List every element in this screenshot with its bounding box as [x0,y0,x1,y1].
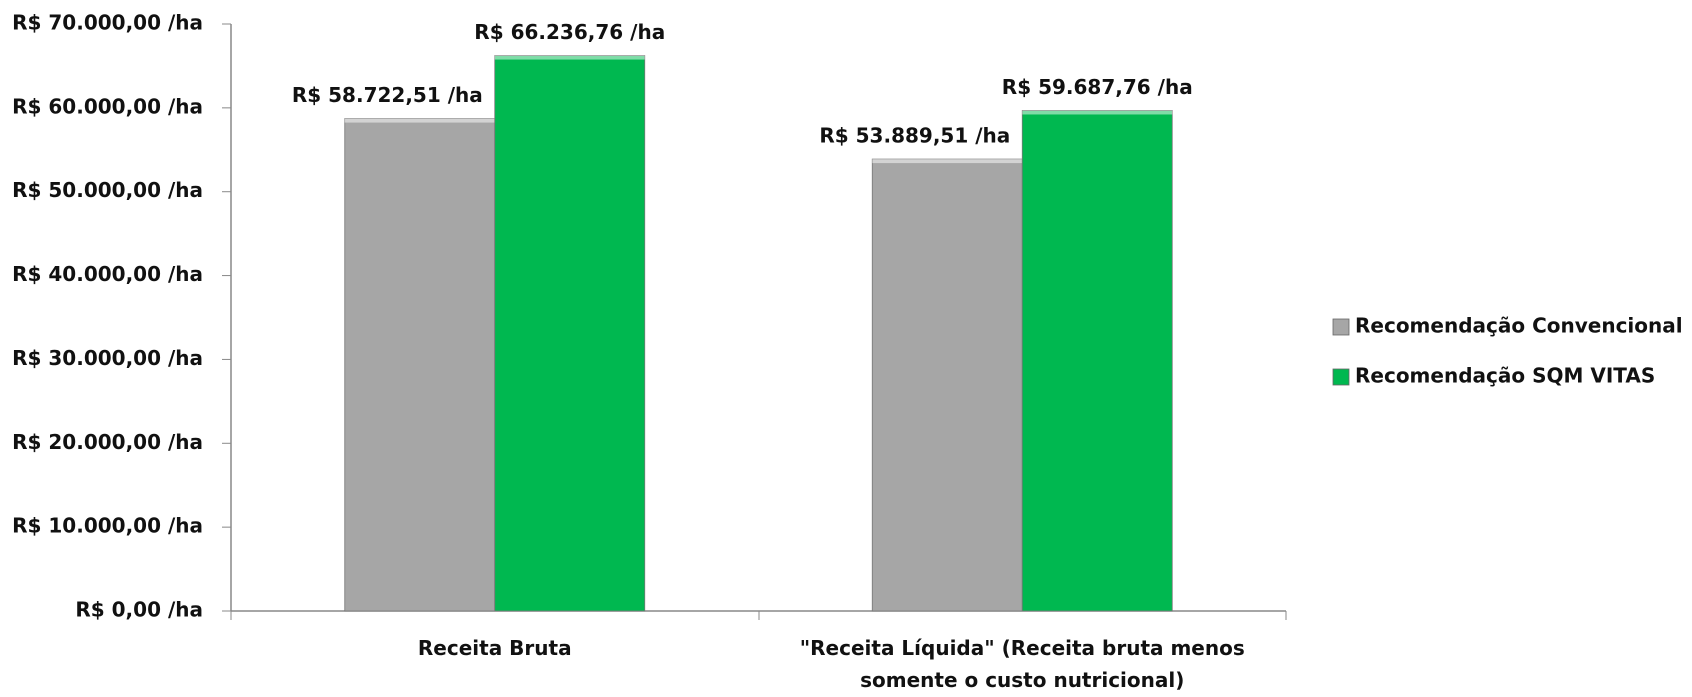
y-tick-label: R$ 50.000,00 /ha [12,178,203,202]
bar [494,55,646,612]
y-tick-label: R$ 30.000,00 /ha [12,346,203,370]
legend-swatch [1332,318,1350,336]
legend-swatch [1332,368,1350,386]
legend-label: Recomendação SQM VITAS [1355,364,1655,388]
y-tick-label: R$ 40.000,00 /ha [12,262,203,286]
legend-label: Recomendação Convencional [1355,314,1683,338]
y-tick-label: R$ 70.000,00 /ha [12,11,203,35]
bar [1021,110,1173,612]
x-tick-label: Receita Bruta [417,636,572,660]
value-label: R$ 58.722,51 /ha [292,83,483,107]
bar [344,118,496,612]
x-tick-label: "Receita Líquida" (Receita bruta menos s… [799,636,1245,692]
y-tick-label: R$ 10.000,00 /ha [12,514,203,538]
value-label: R$ 66.236,76 /ha [474,20,665,44]
bar-top [494,55,645,60]
y-tick-label: R$ 0,00 /ha [75,598,203,622]
y-tick-label: R$ 20.000,00 /ha [12,430,203,454]
value-label: R$ 59.687,76 /ha [1002,75,1193,99]
bar-top [344,118,495,123]
bar [871,158,1023,612]
bar-top [872,159,1023,164]
value-label: R$ 53.889,51 /ha [819,124,1010,148]
y-tick-label: R$ 60.000,00 /ha [12,94,203,118]
bar-top [1022,110,1173,115]
